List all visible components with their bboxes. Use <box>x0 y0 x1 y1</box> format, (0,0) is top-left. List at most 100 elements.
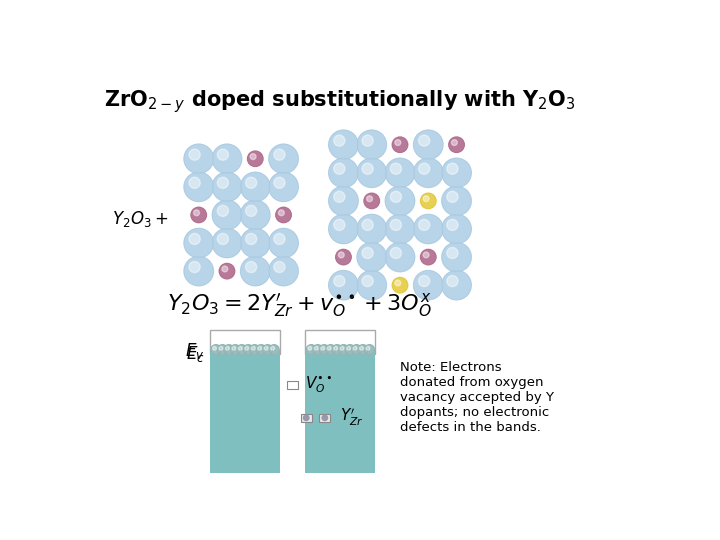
Circle shape <box>418 135 430 146</box>
Circle shape <box>413 130 443 159</box>
Circle shape <box>447 219 458 231</box>
Circle shape <box>258 346 261 350</box>
Circle shape <box>442 158 472 187</box>
Circle shape <box>212 228 242 258</box>
Circle shape <box>332 345 342 355</box>
Circle shape <box>351 345 361 355</box>
Text: $E_c$: $E_c$ <box>186 343 204 363</box>
Circle shape <box>413 271 443 300</box>
Bar <box>210 350 280 473</box>
Circle shape <box>263 345 273 355</box>
Circle shape <box>447 275 458 287</box>
Circle shape <box>413 158 443 187</box>
Circle shape <box>357 214 387 244</box>
Circle shape <box>357 158 387 187</box>
Circle shape <box>325 345 336 355</box>
Circle shape <box>279 210 284 215</box>
Circle shape <box>338 345 348 355</box>
Circle shape <box>447 163 458 174</box>
Circle shape <box>390 163 402 174</box>
Circle shape <box>442 214 472 244</box>
Circle shape <box>240 172 270 201</box>
Bar <box>305 330 375 354</box>
Circle shape <box>447 247 458 259</box>
Circle shape <box>392 137 408 152</box>
Circle shape <box>256 345 266 355</box>
Text: $Y_{Zr}^{\prime}$: $Y_{Zr}^{\prime}$ <box>340 407 363 428</box>
Circle shape <box>219 346 223 350</box>
Circle shape <box>347 346 351 350</box>
Circle shape <box>423 196 429 201</box>
Circle shape <box>362 135 373 146</box>
Circle shape <box>423 252 429 258</box>
Circle shape <box>315 346 318 350</box>
Circle shape <box>418 275 430 287</box>
Circle shape <box>245 346 248 350</box>
Text: ZrO$_{2-y}$ doped substitutionally with Y$_2$O$_3$: ZrO$_{2-y}$ doped substitutionally with … <box>104 88 576 114</box>
Circle shape <box>217 233 228 245</box>
Circle shape <box>276 207 292 222</box>
Circle shape <box>243 345 253 355</box>
Circle shape <box>232 346 236 350</box>
Circle shape <box>362 247 373 259</box>
Circle shape <box>194 210 199 215</box>
Circle shape <box>329 130 358 159</box>
Circle shape <box>442 271 472 300</box>
Circle shape <box>334 219 345 231</box>
Bar <box>301 414 312 422</box>
Bar <box>305 350 375 473</box>
Circle shape <box>212 172 242 201</box>
Circle shape <box>395 140 401 145</box>
Circle shape <box>329 158 358 187</box>
Circle shape <box>366 196 372 201</box>
Circle shape <box>395 280 401 286</box>
Circle shape <box>246 177 257 188</box>
Circle shape <box>222 266 228 272</box>
Circle shape <box>246 205 257 217</box>
Circle shape <box>184 172 213 201</box>
Circle shape <box>364 345 374 355</box>
Circle shape <box>191 207 207 222</box>
Circle shape <box>250 345 260 355</box>
Circle shape <box>442 186 472 215</box>
Circle shape <box>364 193 379 208</box>
Bar <box>210 330 280 354</box>
Circle shape <box>385 158 415 187</box>
Circle shape <box>189 261 200 273</box>
Circle shape <box>274 261 285 273</box>
Circle shape <box>362 163 373 174</box>
Circle shape <box>329 214 358 244</box>
Circle shape <box>447 191 458 202</box>
Circle shape <box>306 345 316 355</box>
Circle shape <box>274 177 285 188</box>
Circle shape <box>418 163 430 174</box>
Circle shape <box>341 346 344 350</box>
Circle shape <box>269 172 298 201</box>
Circle shape <box>329 271 358 300</box>
Circle shape <box>385 242 415 272</box>
Circle shape <box>240 228 270 258</box>
Circle shape <box>312 345 323 355</box>
Circle shape <box>449 137 464 152</box>
Circle shape <box>328 346 331 350</box>
Circle shape <box>240 200 270 230</box>
Text: $Y_2O_3 +$: $Y_2O_3 +$ <box>112 209 168 229</box>
Circle shape <box>334 346 338 350</box>
Circle shape <box>362 275 373 287</box>
Circle shape <box>362 219 373 231</box>
Circle shape <box>189 177 200 188</box>
Circle shape <box>322 415 328 421</box>
Circle shape <box>251 346 255 350</box>
Circle shape <box>420 193 436 208</box>
Circle shape <box>390 219 402 231</box>
Circle shape <box>225 346 230 350</box>
Circle shape <box>240 256 270 286</box>
Circle shape <box>357 271 387 300</box>
Circle shape <box>269 228 298 258</box>
Circle shape <box>413 214 443 244</box>
Circle shape <box>269 345 279 355</box>
Circle shape <box>442 242 472 272</box>
Circle shape <box>189 233 200 245</box>
Circle shape <box>308 346 312 350</box>
Circle shape <box>250 154 256 159</box>
